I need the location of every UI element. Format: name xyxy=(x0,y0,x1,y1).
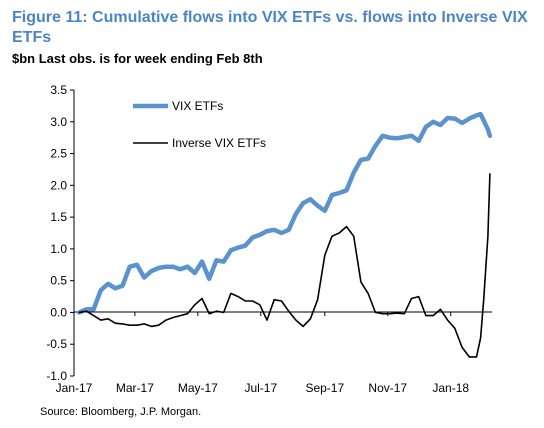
series-line-vix-etfs xyxy=(76,111,493,315)
chart-series xyxy=(76,111,493,358)
y-tick-label: 1.0 xyxy=(50,242,67,256)
legend-label: Inverse VIX ETFs xyxy=(172,136,266,150)
x-tick-label: Mar-17 xyxy=(116,381,154,395)
y-tick-label: 3.0 xyxy=(50,115,67,129)
series-line-inverse-vix-etfs xyxy=(78,173,491,358)
x-tick-label: Jan-18 xyxy=(432,381,469,395)
y-tick-label: -0.5 xyxy=(46,337,67,351)
x-tick-label: Sep-17 xyxy=(305,381,344,395)
y-tick-label: 2.0 xyxy=(50,178,67,192)
chart-title: Figure 11: Cumulative flows into VIX ETF… xyxy=(12,9,528,46)
x-tick-label: Jul-17 xyxy=(244,381,277,395)
legend-label: VIX ETFs xyxy=(172,99,223,113)
y-tick-label: -1.0 xyxy=(46,369,67,383)
source-note: Source: Bloomberg, J.P. Morgan. xyxy=(40,406,202,418)
y-tick-label: 0.5 xyxy=(50,274,67,288)
chart-legend: VIX ETFs Inverse VIX ETFs xyxy=(133,99,266,150)
x-tick-label: Nov-17 xyxy=(368,381,407,395)
y-tick-label: 0.0 xyxy=(50,305,67,319)
x-tick-label: Jan-17 xyxy=(56,381,93,395)
chart-subtitle: $bn Last obs. is for week ending Feb 8th xyxy=(12,51,263,66)
chart-axes: -1.0 -0.5 0.0 0.5 1.0 1.5 2.0 2.5 3.0 3.5 Jan-17 Ma… xyxy=(46,83,492,395)
y-tick-label: 2.5 xyxy=(50,147,67,161)
y-tick-label: 3.5 xyxy=(50,83,67,97)
x-tick-label: May-17 xyxy=(178,381,218,395)
y-tick-label: 1.5 xyxy=(50,210,67,224)
